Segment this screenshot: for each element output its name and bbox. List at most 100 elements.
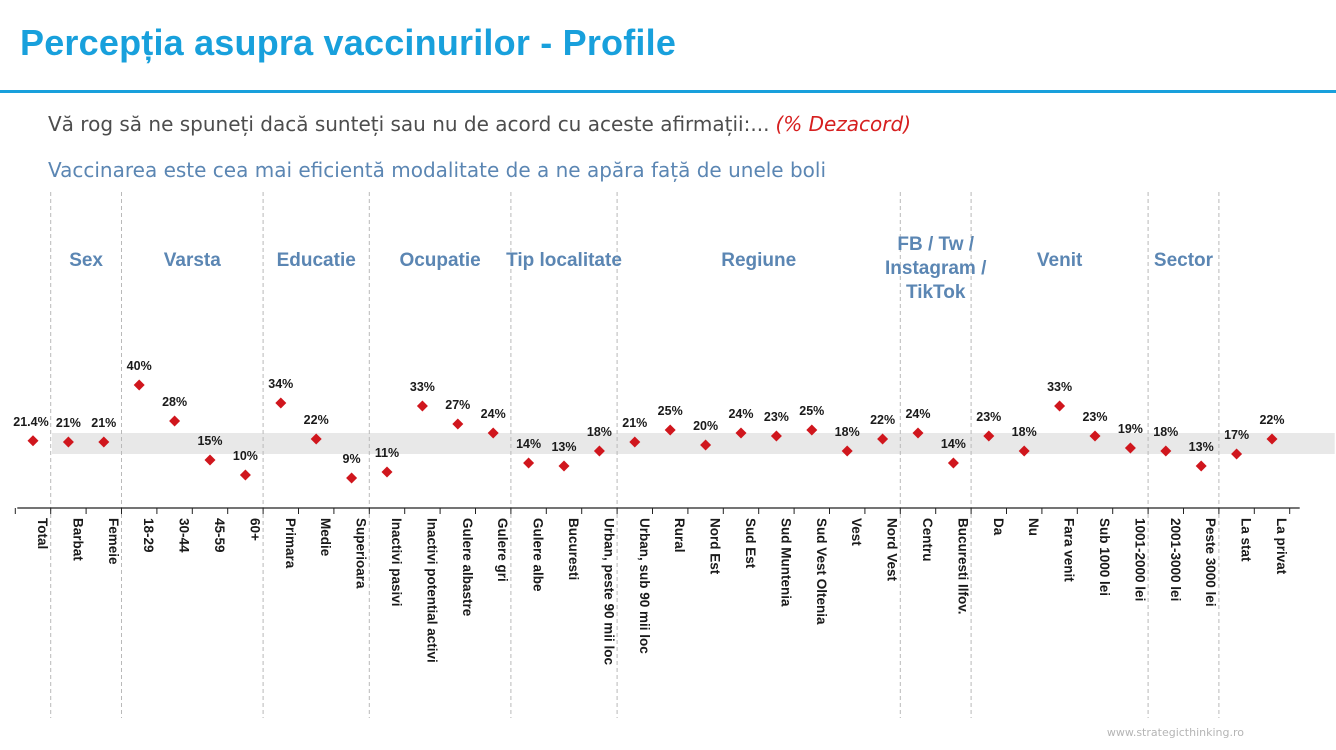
data-label: 40% bbox=[127, 359, 152, 373]
watermark: www.strategicthinking.ro bbox=[1106, 726, 1244, 739]
data-point bbox=[629, 436, 641, 448]
data-label: 21.4% bbox=[13, 415, 48, 429]
group-label: Varsta bbox=[164, 250, 221, 271]
category-label: Total bbox=[35, 518, 50, 549]
category-label: Vest bbox=[849, 518, 864, 546]
data-label: 9% bbox=[343, 452, 361, 466]
data-label: 34% bbox=[268, 377, 293, 391]
question-note: (% Dezacord) bbox=[775, 112, 912, 136]
data-label: 18% bbox=[587, 425, 612, 439]
category-label: 18-29 bbox=[141, 518, 156, 553]
group-label: Ocupatie bbox=[399, 250, 480, 271]
data-point bbox=[204, 454, 216, 466]
category-label: Gulere albastre bbox=[460, 518, 475, 617]
data-label: 10% bbox=[233, 449, 258, 463]
data-point bbox=[1195, 460, 1207, 472]
data-point bbox=[912, 427, 924, 439]
category-label: Inactivi potential activi bbox=[424, 518, 439, 663]
data-label: 19% bbox=[1118, 422, 1143, 436]
category-label: 2001-3000 lei bbox=[1168, 518, 1183, 601]
data-label: 14% bbox=[516, 437, 541, 451]
group-label: FB / Tw / bbox=[897, 234, 974, 255]
data-label: 33% bbox=[410, 380, 435, 394]
question-label: Vă rog să ne spuneți dacă sunteți sau nu… bbox=[48, 112, 770, 136]
category-label: Sud Muntenia bbox=[778, 518, 793, 607]
data-label: 28% bbox=[162, 395, 187, 409]
data-label: 13% bbox=[1189, 440, 1214, 454]
data-point bbox=[98, 436, 110, 448]
category-label: Superioara bbox=[354, 518, 369, 589]
statement-text: Vaccinarea este cea mai eficientă modali… bbox=[48, 158, 827, 182]
data-point bbox=[593, 445, 605, 457]
category-label: Da bbox=[991, 518, 1006, 536]
category-label: Inactivi pasivi bbox=[389, 518, 404, 607]
data-point bbox=[1018, 445, 1030, 457]
data-label: 24% bbox=[905, 407, 930, 421]
page-title: Percepția asupra vaccinurilor - Profile bbox=[20, 22, 677, 63]
category-label: La privat bbox=[1274, 518, 1289, 575]
data-point bbox=[983, 430, 995, 442]
data-label: 27% bbox=[445, 398, 470, 412]
category-label: Rural bbox=[672, 518, 687, 553]
group-label: Sector bbox=[1154, 250, 1214, 271]
data-label: 11% bbox=[375, 446, 399, 460]
data-label: 33% bbox=[1047, 380, 1072, 394]
data-point bbox=[1089, 430, 1101, 442]
data-point bbox=[487, 427, 499, 439]
data-point bbox=[770, 430, 782, 442]
data-label: 13% bbox=[551, 440, 576, 454]
group-label: Sex bbox=[69, 250, 103, 271]
category-label: La stat bbox=[1239, 518, 1254, 562]
data-label: 18% bbox=[1012, 425, 1037, 439]
category-label: Gulere albe bbox=[531, 518, 546, 592]
title-divider bbox=[0, 90, 1336, 93]
group-label: Tip localitate bbox=[506, 250, 622, 271]
category-label: Barbat bbox=[70, 518, 85, 561]
category-label: Nord Est bbox=[708, 518, 723, 575]
category-label: Primara bbox=[283, 518, 298, 569]
data-label: 23% bbox=[976, 410, 1001, 424]
data-label: 23% bbox=[764, 410, 789, 424]
data-label: 24% bbox=[481, 407, 506, 421]
category-label: 45-59 bbox=[212, 518, 227, 553]
data-label: 14% bbox=[941, 437, 966, 451]
category-label: Peste 3000 lei bbox=[1203, 518, 1218, 607]
data-point bbox=[381, 466, 393, 478]
data-label: 24% bbox=[728, 407, 753, 421]
category-label: Nu bbox=[1026, 518, 1041, 536]
data-point bbox=[133, 379, 145, 391]
data-point bbox=[735, 427, 747, 439]
group-label: Regiune bbox=[721, 250, 796, 271]
data-label: 25% bbox=[658, 404, 683, 418]
data-point bbox=[806, 424, 818, 436]
data-label: 18% bbox=[835, 425, 860, 439]
data-label: 17% bbox=[1224, 428, 1249, 442]
data-point bbox=[1266, 433, 1278, 445]
category-label: Centru bbox=[920, 518, 935, 562]
reference-band bbox=[52, 433, 1335, 454]
data-point bbox=[877, 433, 889, 445]
data-point bbox=[841, 445, 853, 457]
data-point bbox=[169, 415, 181, 427]
category-label: Fara venit bbox=[1062, 518, 1077, 582]
data-label: 21% bbox=[91, 416, 116, 430]
category-label: Urban, peste 90 mii loc bbox=[601, 518, 616, 666]
data-label: 25% bbox=[799, 404, 824, 418]
category-label: Medie bbox=[318, 518, 333, 557]
category-label: 60+ bbox=[247, 518, 262, 541]
category-label: Nord Vest bbox=[885, 518, 900, 582]
group-label: TikTok bbox=[906, 282, 966, 303]
category-label: Sud Est bbox=[743, 518, 758, 569]
data-point bbox=[558, 460, 570, 472]
data-point bbox=[27, 435, 39, 447]
data-label: 18% bbox=[1153, 425, 1178, 439]
data-label: 22% bbox=[1259, 413, 1284, 427]
data-label: 22% bbox=[870, 413, 895, 427]
data-point bbox=[664, 424, 676, 436]
category-label: Sub 1000 lei bbox=[1097, 518, 1112, 596]
data-label: 20% bbox=[693, 419, 718, 433]
category-label: Bucuresti Ilfov. bbox=[955, 518, 970, 615]
category-label: Sud Vest Oltenia bbox=[814, 518, 829, 625]
category-label: Urban, sub 90 mii loc bbox=[637, 518, 652, 654]
